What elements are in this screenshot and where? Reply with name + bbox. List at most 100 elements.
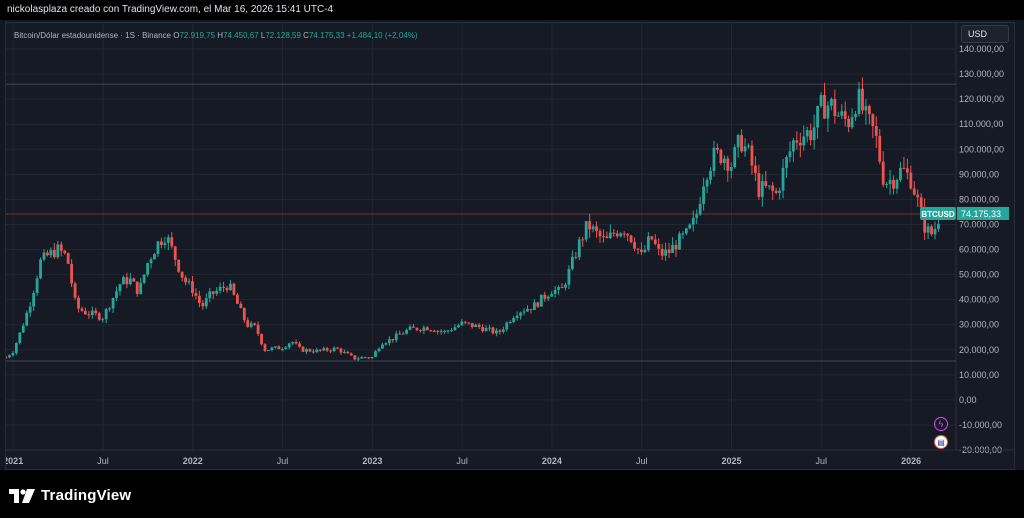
- candle-body: [633, 242, 636, 249]
- x-tick-label: 2026: [901, 456, 921, 466]
- candle-body: [101, 319, 105, 321]
- candle-body: [823, 94, 826, 119]
- candle-body: [722, 158, 726, 164]
- y-tick-label: -10.000,00: [959, 420, 1002, 430]
- candle-body: [678, 233, 681, 250]
- candle-body: [346, 351, 350, 354]
- candle-body: [878, 135, 882, 162]
- candle-body: [888, 179, 892, 185]
- candle-body: [249, 323, 253, 327]
- candle-body: [215, 290, 219, 294]
- candle-body: [792, 140, 795, 152]
- candle-body: [615, 233, 619, 237]
- candle-body: [629, 235, 633, 243]
- candle-body: [498, 330, 502, 332]
- candlestick-chart[interactable]: 140.000,00 130.000,00 120.000,00 110.000,00…: [6, 23, 1014, 469]
- candle-body: [805, 130, 809, 137]
- candle-body: [422, 327, 426, 331]
- y-tick-label: 120.000,00: [959, 94, 1004, 104]
- close-label: C: [303, 31, 309, 40]
- lightning-icon[interactable]: ϟ: [934, 417, 948, 431]
- candle-body: [619, 233, 623, 237]
- candle-body: [650, 236, 654, 240]
- candle-body: [419, 330, 422, 332]
- candle-body: [526, 309, 529, 312]
- candle-body: [322, 348, 326, 351]
- candle-body: [598, 231, 602, 237]
- candle-body: [425, 327, 429, 331]
- candle-body: [222, 286, 225, 289]
- candle-body: [246, 320, 250, 327]
- candle-body: [353, 355, 357, 360]
- high-label: H: [217, 31, 224, 40]
- candle-body: [349, 353, 353, 356]
- y-tick-label: 80.000,00: [959, 194, 999, 204]
- candle-body: [49, 249, 53, 256]
- candle-body: [501, 329, 505, 332]
- y-tick-label: 30.000,00: [959, 320, 999, 330]
- candle-body: [691, 217, 695, 225]
- candle-body: [35, 278, 39, 293]
- candle-body: [778, 190, 781, 193]
- chart-panel[interactable]: 140.000,00 130.000,00 120.000,00 110.000,00…: [5, 22, 1015, 470]
- candle-body: [874, 126, 878, 136]
- x-tick-label: 2025: [722, 456, 742, 466]
- candle-body: [674, 244, 678, 250]
- candle-body: [726, 158, 730, 171]
- candle-body: [208, 291, 212, 299]
- candle-body: [584, 221, 588, 240]
- candle-body: [608, 232, 612, 239]
- candle-body: [394, 333, 398, 341]
- candle-body: [481, 327, 484, 332]
- candle-body: [581, 239, 585, 241]
- candle-body: [80, 308, 84, 311]
- candle-body: [59, 244, 63, 251]
- candle-body: [125, 277, 129, 285]
- candle-body: [104, 309, 108, 320]
- candle-body: [384, 343, 388, 345]
- candle-body: [532, 302, 536, 311]
- candle-body: [153, 254, 156, 260]
- candle-body: [743, 146, 747, 152]
- candle-body: [802, 136, 806, 146]
- candle-body: [11, 353, 15, 356]
- candle-body: [253, 323, 257, 325]
- candle-body: [867, 106, 871, 115]
- symbol-description: Bitcoin/Dólar estadounidense · 1S · Bina…: [14, 31, 171, 40]
- candle-body: [757, 173, 761, 197]
- high-value: 74.450,67: [223, 31, 259, 40]
- candle-body: [21, 325, 25, 333]
- candle-body: [450, 330, 453, 332]
- x-tick-label: 2022: [183, 456, 203, 466]
- brand-name: TradingView: [41, 487, 132, 504]
- candle-body: [436, 330, 440, 332]
- candle-body: [512, 318, 516, 323]
- currency-button[interactable]: USD: [961, 25, 1009, 43]
- candle-body: [843, 111, 847, 119]
- candle-body: [332, 347, 336, 352]
- candle-body: [463, 321, 467, 323]
- candle-body: [115, 291, 118, 299]
- us-flag-icon[interactable]: ▤: [934, 435, 948, 449]
- tradingview-logo[interactable]: TradingView: [9, 487, 131, 504]
- candle-body: [750, 145, 754, 166]
- candle-body: [916, 194, 920, 198]
- candle-body: [291, 342, 295, 344]
- candle-body: [191, 281, 194, 294]
- candle-body: [360, 357, 364, 359]
- candle-body: [336, 347, 339, 349]
- footer: TradingView: [0, 470, 1024, 518]
- candle-body: [170, 237, 174, 247]
- candle-body: [795, 140, 799, 143]
- candle-body: [94, 310, 98, 314]
- candle-body: [108, 308, 112, 310]
- candle-body: [733, 147, 737, 168]
- candle-body: [446, 330, 450, 332]
- candle-body: [819, 94, 823, 107]
- candle-body: [325, 348, 329, 351]
- candle-body: [32, 292, 36, 307]
- candle-body: [308, 349, 312, 352]
- candle-body: [785, 157, 788, 168]
- low-value: 72.128,59: [265, 31, 301, 40]
- y-tick-label: 130.000,00: [959, 69, 1004, 79]
